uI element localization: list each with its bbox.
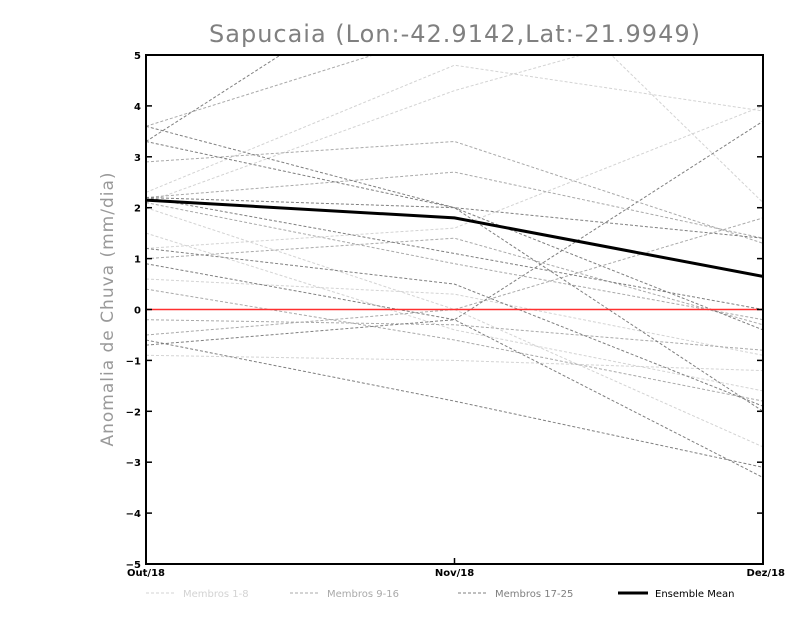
ensemble-mean-line — [146, 198, 763, 278]
member-series-line-9 — [146, 140, 763, 244]
legend-label-members-1-8: Membros 1-8 — [183, 589, 249, 600]
y-tick-label: −3 — [126, 458, 141, 469]
chart-title: Sapucaia (Lon:-42.9142,Lat:-21.9949) — [209, 20, 701, 48]
member-series-line-19 — [146, 125, 763, 412]
member-series-layer — [146, 55, 763, 478]
legend-label-members-9-16: Membros 9-16 — [327, 589, 399, 600]
member-series-line-25 — [146, 197, 763, 310]
member-series-line-12 — [146, 288, 763, 402]
member-series-line-5 — [146, 354, 763, 372]
x-axis-ticks: Out/18 Nov/18 Dez/18 — [127, 558, 785, 579]
y-tick-label: 4 — [134, 102, 141, 113]
member-series-line-21 — [146, 247, 763, 407]
ensemble-mean-layer — [146, 198, 763, 278]
member-series-line-14 — [146, 217, 763, 336]
legend: Membros 1-8 Membros 9-16 Membros 17-25 Ense… — [146, 589, 734, 600]
member-series-line-15 — [146, 55, 375, 127]
member-series-line-24 — [146, 120, 763, 346]
member-series-line-20 — [146, 197, 763, 239]
x-tick-label: Dez/18 — [747, 568, 786, 579]
member-series-line-13 — [146, 319, 763, 351]
x-tick-label: Nov/18 — [435, 568, 474, 579]
member-series-line-11 — [146, 237, 763, 326]
y-tick-label: −2 — [126, 407, 141, 418]
y-tick-label: 5 — [134, 51, 141, 62]
y-tick-label: −4 — [126, 509, 141, 520]
legend-label-ensemble-mean: Ensemble Mean — [655, 589, 734, 600]
y-tick-label: 0 — [134, 306, 141, 317]
y-tick-label: 3 — [134, 153, 141, 164]
member-series-line-16 — [146, 202, 763, 321]
member-series-line-17 — [146, 55, 282, 142]
member-series-line-3 — [146, 105, 763, 249]
x-tick-label: Out/18 — [127, 568, 165, 579]
member-series-line-6 — [146, 207, 763, 448]
member-series-line-8 — [146, 232, 763, 392]
member-series-line-22 — [146, 339, 763, 468]
member-series-line-1 — [146, 64, 763, 193]
legend-label-members-17-25: Membros 17-25 — [495, 589, 573, 600]
y-tick-label: 2 — [134, 204, 141, 215]
y-axis-ticks: 5 4 3 2 1 0 −1 −2 −3 −4 −5 — [126, 51, 763, 571]
y-tick-label: −5 — [126, 560, 141, 571]
y-axis-label: Anomalia de Chuva (mm/dia) — [98, 171, 118, 446]
y-tick-label: 1 — [134, 255, 141, 266]
member-series-line-7 — [146, 55, 763, 203]
member-series-line-4 — [146, 278, 763, 356]
member-series-line-23 — [146, 263, 763, 478]
y-tick-label: −1 — [126, 356, 141, 367]
member-series-line-18 — [146, 141, 763, 331]
